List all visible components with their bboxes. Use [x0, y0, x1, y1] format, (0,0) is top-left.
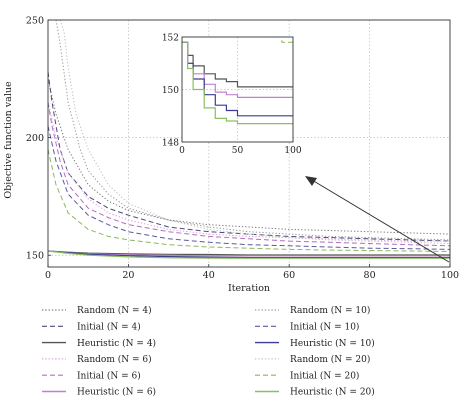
legend-item-10: Initial (N = 20)	[255, 370, 359, 381]
legend-label-10: Initial (N = 20)	[290, 370, 359, 381]
legend-item-7: Initial (N = 10)	[255, 322, 359, 333]
legend-item-9: Random (N = 20)	[255, 354, 370, 365]
main-x-ticks: 0 20 40 60 80 100	[45, 264, 459, 281]
legend-item-2: Heuristic (N = 4)	[42, 338, 156, 349]
inset-y-tick-label-2: 152	[162, 34, 179, 44]
inset-plot: 0 50 100 148 150 152	[162, 34, 302, 157]
inset-series-line-2	[182, 41, 293, 88]
legend-label-7: Initial (N = 10)	[290, 322, 359, 333]
main-y-ticks: 150 200 250	[26, 16, 51, 262]
inset-x-tick-label-0: 0	[179, 146, 185, 156]
y-axis-title: Objective function value	[3, 81, 14, 199]
series-line-4	[48, 102, 450, 247]
legend-label-9: Random (N = 20)	[290, 354, 370, 365]
y-tick-label-2: 250	[26, 16, 44, 27]
inset-x-tick-label-2: 100	[284, 146, 301, 156]
y-tick-label-1: 200	[26, 133, 44, 144]
legend-label-6: Random (N = 10)	[290, 305, 370, 316]
x-tick-label-2: 40	[203, 270, 215, 281]
legend-item-0: Random (N = 4)	[42, 305, 152, 316]
legend-label-5: Heuristic (N = 6)	[77, 387, 156, 398]
legend-label-8: Heuristic (N = 10)	[290, 338, 375, 349]
legend-item-11: Heuristic (N = 20)	[255, 387, 375, 398]
legend-label-3: Random (N = 6)	[77, 354, 152, 365]
series-line-1	[48, 71, 450, 242]
x-tick-label-3: 60	[283, 270, 295, 281]
legend-item-4: Initial (N = 6)	[42, 370, 141, 381]
legend-label-2: Heuristic (N = 4)	[77, 338, 156, 349]
inset-series-line-11	[182, 41, 293, 125]
y-tick-label-0: 150	[26, 251, 44, 262]
main-plot-frame	[47, 19, 451, 268]
inset-series-line-8	[182, 41, 293, 117]
series-line-0	[48, 78, 450, 235]
series-line-10	[48, 149, 450, 252]
inset-y-tick-label-1: 150	[162, 86, 179, 96]
series-line-11	[48, 250, 450, 259]
x-tick-label-0: 0	[45, 270, 51, 281]
legend-label-1: Initial (N = 4)	[77, 322, 141, 333]
legend-label-11: Heuristic (N = 20)	[290, 387, 375, 398]
zoom-arrow	[305, 176, 450, 263]
legend-label-0: Random (N = 4)	[77, 305, 152, 316]
series-line-8	[48, 250, 450, 259]
legend-item-8: Heuristic (N = 10)	[255, 338, 375, 349]
legend-item-3: Random (N = 6)	[42, 354, 152, 365]
legend: Random (N = 4) Initial (N = 4) Heuristic (…	[42, 305, 375, 398]
inset-y-tick-label-0: 148	[162, 139, 179, 149]
x-tick-label-4: 80	[364, 270, 376, 281]
series-line-2	[48, 250, 450, 256]
x-tick-label-5: 100	[441, 270, 459, 281]
inset-x-tick-label-1: 50	[232, 146, 244, 156]
series-line-9	[59, 20, 450, 244]
series-line-7	[48, 125, 450, 250]
x-axis-title: Iteration	[228, 283, 270, 294]
legend-item-1: Initial (N = 4)	[42, 322, 141, 333]
x-tick-label-1: 20	[122, 270, 134, 281]
main-plot	[47, 19, 451, 268]
legend-label-4: Initial (N = 6)	[77, 370, 141, 381]
legend-item-5: Heuristic (N = 6)	[42, 387, 156, 398]
legend-item-6: Random (N = 10)	[255, 305, 370, 316]
